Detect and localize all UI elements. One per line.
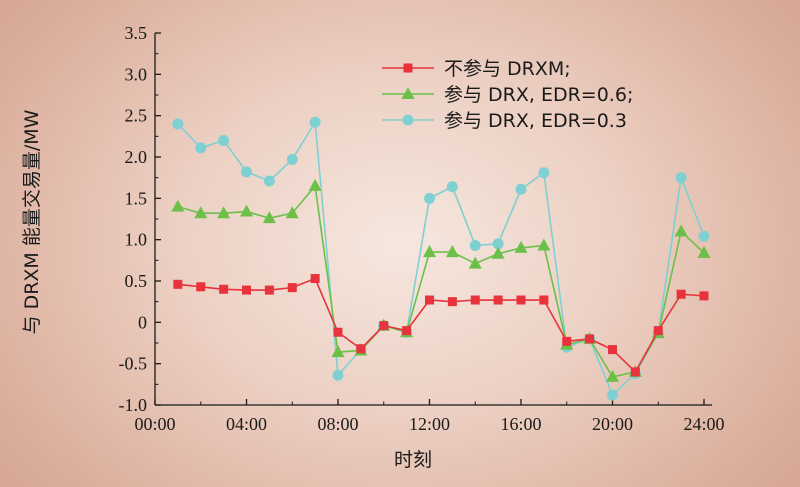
series-3-point [172, 118, 184, 130]
x-tick-label: 16:00 [500, 414, 541, 434]
series-1-point [630, 367, 640, 377]
series-1-point [516, 295, 526, 305]
series-1-point [196, 282, 206, 292]
x-axis-title: 时刻 [394, 449, 432, 471]
x-tick-label: 08:00 [317, 414, 358, 434]
series-2-point [606, 369, 619, 382]
y-tick-label: -0.5 [119, 354, 148, 374]
series-1-point [493, 295, 503, 305]
series-1-point [173, 279, 183, 289]
series-layer [171, 116, 711, 401]
series-1 [173, 274, 709, 377]
series-3-point [263, 175, 275, 187]
y-tick-label: 3.5 [125, 23, 148, 43]
y-tick-label: 0.5 [125, 271, 148, 291]
series-2-point [674, 224, 688, 237]
series-2-point [194, 206, 208, 219]
series-2-point [262, 211, 276, 224]
axes: -1.0 -0.5 0 0.5 1.0 1.5 2.0 2.5 3.0 3.5 00:00 04:00… [119, 23, 725, 434]
series-1-point [425, 295, 434, 305]
series-3-point [332, 369, 344, 381]
series-3-point [698, 230, 710, 242]
series-2-point [308, 178, 322, 191]
series-1-point [676, 289, 686, 299]
series-2-point [423, 245, 436, 258]
series-2-point [514, 240, 528, 253]
y-tick-label: -1.0 [119, 395, 148, 415]
series-2-point [445, 245, 459, 258]
series-2 [171, 178, 711, 382]
series-1-line [177, 277, 705, 374]
series-2-point [697, 245, 711, 258]
series-2-line [177, 184, 705, 378]
series-1-point [333, 327, 343, 337]
y-axis-title: 与 DRXM 能量交易量/MW [21, 109, 43, 334]
series-2-point [171, 199, 185, 212]
series-3-point [446, 181, 458, 193]
series-3-point [538, 167, 550, 179]
series-3-point [607, 389, 618, 401]
series-1-point [242, 285, 251, 295]
series-3-point [675, 172, 687, 184]
series-2-point [468, 256, 482, 269]
y-tick-label: 1.5 [125, 188, 148, 208]
series-3-point [286, 153, 298, 165]
series-2-point [537, 238, 551, 251]
x-tick-label: 20:00 [592, 414, 633, 434]
series-2-point [331, 345, 345, 358]
series-1-point [264, 285, 274, 295]
legend-label: 不参与 DRXM; [444, 58, 571, 80]
series-3-point [241, 166, 252, 178]
series-3-point [424, 192, 435, 204]
x-tick-label: 24:00 [683, 414, 724, 434]
series-1-point [356, 344, 366, 354]
x-tick-label: 12:00 [409, 414, 450, 434]
series-1-point [699, 291, 709, 301]
y-tick-label: 0 [138, 312, 147, 332]
series-2-point [217, 206, 231, 219]
series-2-point [491, 246, 505, 259]
legend-marker [401, 87, 415, 99]
series-1-point [653, 326, 663, 336]
legend-marker [402, 114, 414, 126]
legend-label: 参与 DRX, EDR=0.3 [444, 110, 627, 132]
series-3-point [469, 239, 481, 251]
series-1-point [585, 334, 595, 344]
y-tick-label: 3.0 [125, 64, 148, 84]
series-1-point [562, 336, 572, 346]
series-1-point [379, 321, 389, 331]
legend-label: 参与 DRX, EDR=0.6; [444, 84, 633, 106]
series-2-point [240, 204, 253, 217]
series-3-line [177, 119, 705, 397]
series-1-point [310, 274, 320, 284]
x-tick-label: 00:00 [134, 414, 175, 434]
series-3-point [492, 238, 504, 250]
series-1-point [402, 326, 412, 336]
series-1-point [539, 295, 549, 305]
series-1-point [447, 297, 457, 307]
series-1-point [470, 295, 480, 305]
series-3 [172, 116, 710, 401]
series-3-point [515, 183, 527, 195]
y-tick-label: 2.0 [125, 147, 148, 167]
series-3-point [218, 134, 230, 146]
series-1-point [608, 345, 617, 355]
legend-marker [403, 63, 413, 73]
legend: 不参与 DRXM; 参与 DRX, EDR=0.6; 参与 DRX, EDR=0.3 [382, 58, 633, 132]
series-3-point [309, 116, 321, 128]
x-tick-label: 04:00 [226, 414, 267, 434]
series-1-point [287, 283, 297, 293]
y-tick-label: 1.0 [125, 230, 148, 250]
y-tick-label: 2.5 [125, 106, 148, 126]
series-2-point [285, 206, 299, 219]
series-3-point [195, 142, 207, 154]
series-1-point [219, 284, 229, 294]
